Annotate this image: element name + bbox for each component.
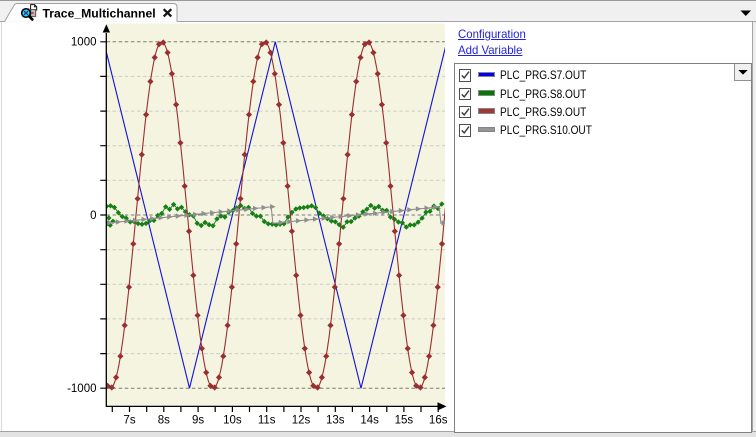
svg-text:12s: 12s xyxy=(292,415,311,427)
svg-text:15s: 15s xyxy=(395,415,414,427)
svg-text:0: 0 xyxy=(90,210,96,222)
svg-text:-1000: -1000 xyxy=(67,383,96,395)
svg-text:10s: 10s xyxy=(223,415,242,427)
svg-text:Trace_Multichannel: Trace_Multichannel xyxy=(43,6,156,20)
svg-text:7s: 7s xyxy=(123,415,135,427)
svg-text:11s: 11s xyxy=(258,415,276,427)
svg-text:14s: 14s xyxy=(360,415,379,427)
svg-text:13s: 13s xyxy=(326,415,345,427)
svg-text:9s: 9s xyxy=(192,415,204,427)
svg-text:8s: 8s xyxy=(158,415,170,427)
svg-text:16s: 16s xyxy=(429,415,448,427)
svg-text:1000: 1000 xyxy=(71,36,97,48)
